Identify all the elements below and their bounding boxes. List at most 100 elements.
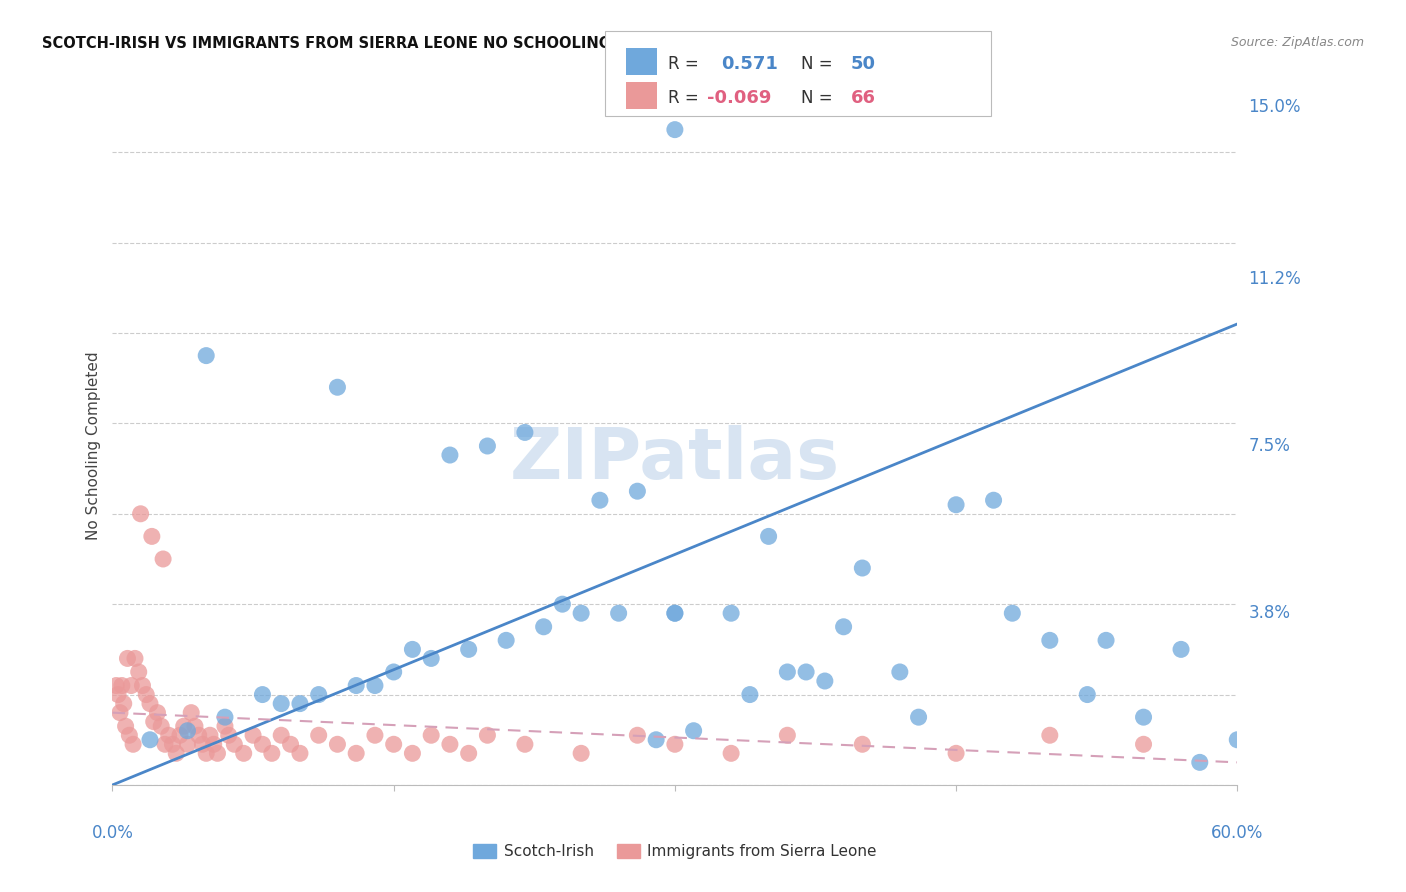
Point [851, 737, 873, 751]
Text: 0.571: 0.571 [721, 55, 778, 73]
Point [1132, 710, 1154, 724]
Text: R =: R = [668, 89, 699, 107]
Point [720, 747, 742, 761]
Point [150, 719, 173, 733]
Text: 60.0%: 60.0% [1211, 824, 1264, 842]
Point [607, 606, 630, 620]
Point [645, 732, 668, 747]
Point [232, 747, 254, 761]
Point [146, 706, 169, 720]
Point [889, 665, 911, 679]
Point [420, 728, 443, 742]
Point [776, 665, 799, 679]
Point [1170, 642, 1192, 657]
Point [117, 651, 139, 665]
Point [439, 737, 461, 751]
Point [983, 493, 1005, 508]
Point [280, 737, 302, 751]
Point [457, 747, 479, 761]
Y-axis label: No Schooling Completed: No Schooling Completed [86, 351, 101, 541]
Point [776, 728, 799, 742]
Point [195, 747, 218, 761]
Point [344, 747, 367, 761]
Point [720, 606, 742, 620]
Point [513, 737, 536, 751]
Point [157, 728, 180, 742]
Text: 3.8%: 3.8% [1249, 604, 1291, 623]
Point [814, 673, 837, 688]
Point [111, 679, 134, 693]
Point [1039, 728, 1062, 742]
Point [382, 737, 405, 751]
Point [162, 737, 184, 751]
Point [533, 620, 555, 634]
Text: N =: N = [801, 55, 832, 73]
Point [184, 719, 207, 733]
Point [195, 349, 218, 363]
Point [907, 710, 929, 724]
Point [851, 561, 873, 575]
Point [129, 507, 152, 521]
Point [270, 697, 292, 711]
Point [118, 728, 141, 742]
Point [224, 737, 246, 751]
Point [128, 665, 150, 679]
Point [664, 606, 686, 620]
Point [120, 679, 142, 693]
Point [420, 651, 443, 665]
Point [153, 737, 176, 751]
Point [832, 620, 855, 634]
Point [108, 706, 131, 720]
Text: N =: N = [801, 89, 832, 107]
Point [439, 448, 461, 462]
Point [308, 728, 330, 742]
Point [252, 737, 274, 751]
Point [364, 679, 387, 693]
Point [288, 697, 311, 711]
Point [326, 737, 349, 751]
Point [114, 719, 136, 733]
Point [738, 688, 761, 702]
Legend: Scotch-Irish, Immigrants from Sierra Leone: Scotch-Irish, Immigrants from Sierra Leo… [467, 838, 883, 865]
Text: 50: 50 [851, 55, 876, 73]
Point [682, 723, 704, 738]
Point [382, 665, 405, 679]
Point [122, 737, 145, 751]
Point [112, 697, 135, 711]
Point [477, 439, 499, 453]
Text: 7.5%: 7.5% [1249, 437, 1291, 455]
Point [180, 706, 202, 720]
Point [214, 719, 236, 733]
Point [202, 737, 225, 751]
Point [1001, 606, 1024, 620]
Point [1095, 633, 1118, 648]
Point [270, 728, 292, 742]
Point [664, 737, 686, 751]
Point [401, 747, 423, 761]
Point [131, 679, 153, 693]
Point [176, 737, 198, 751]
Point [1039, 633, 1062, 648]
Point [176, 723, 198, 738]
Text: Source: ZipAtlas.com: Source: ZipAtlas.com [1230, 36, 1364, 49]
Point [260, 747, 283, 761]
Text: 0.0%: 0.0% [91, 824, 134, 842]
Point [165, 747, 187, 761]
Point [139, 697, 162, 711]
Point [152, 552, 174, 566]
Point [288, 747, 311, 761]
Point [169, 728, 191, 742]
Point [664, 606, 686, 620]
Point [139, 732, 162, 747]
Point [187, 728, 209, 742]
Point [124, 651, 146, 665]
Point [569, 747, 592, 761]
Point [477, 728, 499, 742]
Point [457, 642, 479, 657]
Point [1132, 737, 1154, 751]
Point [551, 597, 574, 611]
Point [758, 529, 780, 543]
Point [495, 633, 517, 648]
Point [141, 529, 163, 543]
Point [401, 642, 423, 657]
